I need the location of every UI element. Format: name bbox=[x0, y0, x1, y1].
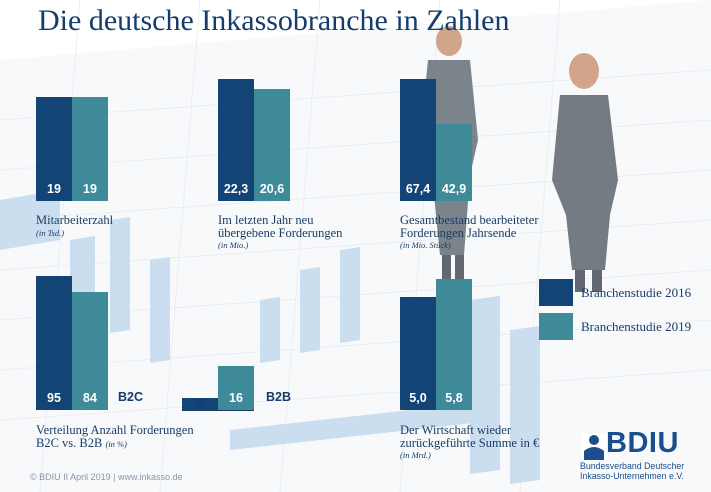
page-title: Die deutsche Inkassobranche in Zahlen bbox=[38, 4, 510, 37]
value-label: 22,3 bbox=[223, 182, 249, 196]
value-label: 20,6 bbox=[259, 182, 285, 196]
value-label: 5,8 bbox=[445, 391, 463, 405]
chart-title-line2: zurückgeführte Summe in € bbox=[400, 435, 540, 450]
chart-label: Gesamtbestand bearbeiteter Forderungen J… bbox=[400, 214, 590, 251]
bar-mitarbeiter-2019: 19 bbox=[72, 97, 108, 201]
bar-gesamtbestand-2016: 67,4 bbox=[400, 79, 436, 201]
value-label: 67,4 bbox=[405, 182, 431, 196]
bar-b2b-2019: 16 bbox=[218, 366, 254, 410]
category-label-b2b: B2B bbox=[266, 390, 292, 404]
logo-subtitle: Bundesverband Deutscher Inkasso-Unterneh… bbox=[580, 461, 684, 481]
bdiu-logo-icon bbox=[581, 434, 607, 460]
chart-title-line1: Der Wirtschaft wieder bbox=[400, 423, 512, 437]
bar-b2c-2019: 84 bbox=[72, 292, 108, 410]
bar-gesamtbestand-2019: 42,9 bbox=[436, 124, 472, 201]
logo-wordmark: BDIU bbox=[606, 427, 679, 459]
chart-title-line2: B2C vs. B2B bbox=[36, 435, 103, 450]
legend-swatch-2019 bbox=[539, 313, 573, 340]
value-label: 16 bbox=[229, 391, 243, 405]
chart-label: Mitarbeiterzahl (in Tsd.) bbox=[36, 214, 226, 239]
chart-title-line1: Verteilung Anzahl Forderungen bbox=[36, 423, 194, 437]
value-label-b2b-2016: 5 bbox=[196, 397, 204, 411]
legend-label-2016: Branchenstudie 2016 bbox=[581, 285, 692, 300]
bar-b2c-2016: 95 bbox=[36, 276, 72, 410]
chart-title-line1: Im letzten Jahr neu bbox=[218, 213, 314, 227]
footer-copyright: © BDIU II April 2019 | www.inkasso.de bbox=[30, 472, 183, 482]
value-label: 95 bbox=[47, 391, 61, 405]
legend-label-2019: Branchenstudie 2019 bbox=[581, 319, 692, 334]
chart-title-line2: Forderungen Jahrsende bbox=[400, 225, 517, 240]
value-label: 19 bbox=[83, 182, 97, 196]
value-label: 5,0 bbox=[409, 391, 427, 405]
chart-unit: (in Mrd.) bbox=[400, 450, 431, 460]
chart-label: Verteilung Anzahl Forderungen B2C vs. B2… bbox=[36, 424, 226, 450]
logo-subtitle-line1: Bundesverband Deutscher bbox=[580, 461, 685, 471]
value-label: 42,9 bbox=[441, 182, 467, 196]
bar-b2b-2016 bbox=[182, 398, 218, 410]
chart-title-line2: übergebene Forderungen bbox=[218, 225, 343, 240]
bar-mitarbeiter-2016: 19 bbox=[36, 97, 72, 201]
legend-swatch-2016 bbox=[539, 279, 573, 306]
chart-title-line1: Gesamtbestand bearbeiteter bbox=[400, 213, 539, 227]
value-label: 84 bbox=[83, 391, 97, 405]
chart-unit: (in Tsd.) bbox=[36, 227, 65, 238]
chart-title: Mitarbeiterzahl bbox=[36, 213, 114, 227]
chart-label: Der Wirtschaft wieder zurückgeführte Sum… bbox=[400, 424, 590, 461]
chart-unit: (in Mio.) bbox=[218, 240, 249, 250]
chart-label: Im letzten Jahr neu übergebene Forderung… bbox=[218, 214, 408, 251]
category-label-b2c: B2C bbox=[118, 390, 144, 404]
bar-forderungen-2016: 22,3 bbox=[218, 79, 254, 201]
b2b-baseline bbox=[182, 410, 254, 411]
bar-summe-2019: 5,8 bbox=[436, 279, 472, 410]
value-label: 19 bbox=[47, 182, 61, 196]
bar-forderungen-2019: 20,6 bbox=[254, 89, 290, 201]
logo-subtitle-line2: Inkasso-Unternehmen e.V. bbox=[580, 471, 684, 481]
chart-unit: (in %) bbox=[105, 438, 127, 449]
bar-summe-2016: 5,0 bbox=[400, 297, 436, 410]
chart-unit: (in Mio. Stück) bbox=[400, 240, 451, 250]
